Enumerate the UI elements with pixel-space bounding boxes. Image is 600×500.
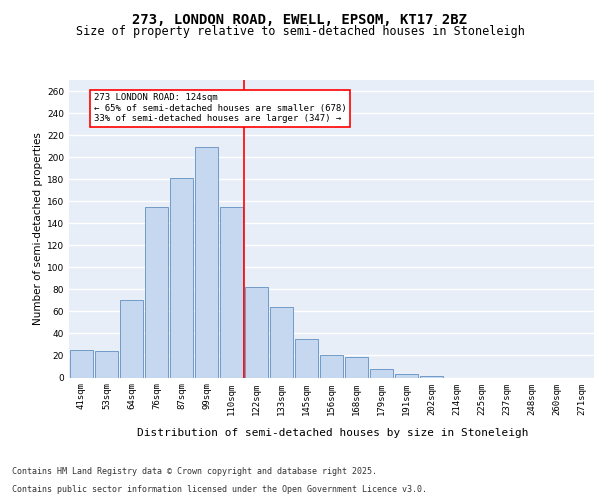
Bar <box>419 376 443 378</box>
Bar <box>269 307 293 378</box>
Y-axis label: Number of semi-detached properties: Number of semi-detached properties <box>33 132 43 325</box>
Text: Size of property relative to semi-detached houses in Stoneleigh: Size of property relative to semi-detach… <box>76 25 524 38</box>
Bar <box>95 351 118 378</box>
Bar <box>145 206 169 378</box>
Text: Contains HM Land Registry data © Crown copyright and database right 2025.: Contains HM Land Registry data © Crown c… <box>12 467 377 476</box>
Bar <box>220 206 244 378</box>
Bar <box>70 350 94 378</box>
Bar <box>320 356 343 378</box>
Text: 273 LONDON ROAD: 124sqm
← 65% of semi-detached houses are smaller (678)
33% of s: 273 LONDON ROAD: 124sqm ← 65% of semi-de… <box>94 93 347 123</box>
Bar <box>245 287 268 378</box>
Text: Contains public sector information licensed under the Open Government Licence v3: Contains public sector information licen… <box>12 485 427 494</box>
Bar <box>295 339 319 378</box>
Bar <box>170 178 193 378</box>
Bar <box>370 368 394 378</box>
Bar <box>119 300 143 378</box>
Text: Distribution of semi-detached houses by size in Stoneleigh: Distribution of semi-detached houses by … <box>137 428 529 438</box>
Text: 273, LONDON ROAD, EWELL, EPSOM, KT17 2BZ: 273, LONDON ROAD, EWELL, EPSOM, KT17 2BZ <box>133 12 467 26</box>
Bar <box>395 374 418 378</box>
Bar <box>194 147 218 378</box>
Bar <box>344 356 368 378</box>
